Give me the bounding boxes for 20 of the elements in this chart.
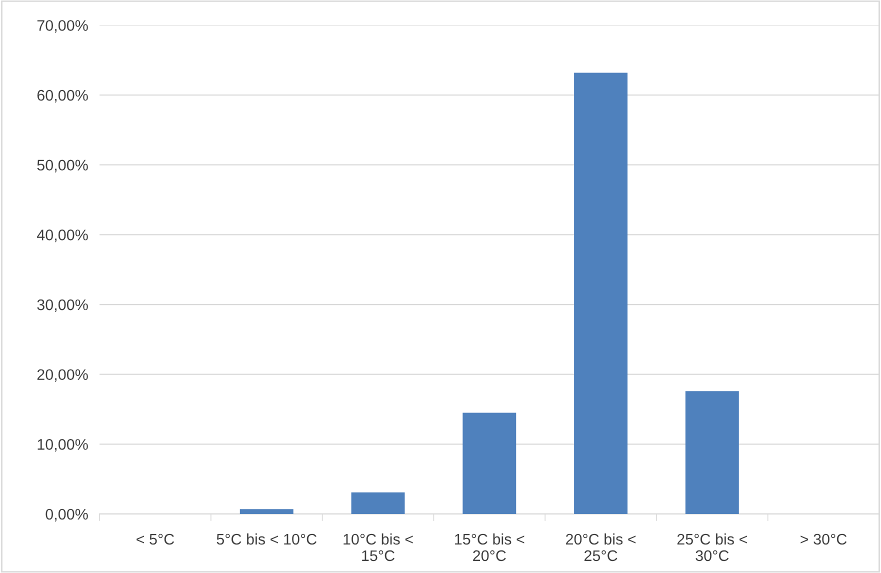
y-tick-label: 30,00% (37, 299, 88, 312)
y-tick-label: 50,00% (37, 160, 88, 172)
y-tick-label: 0,00% (46, 508, 88, 522)
x-tick-label: 25°C bis < 30°C (677, 533, 747, 562)
bar (462, 412, 516, 514)
y-tick-label: 20,00% (37, 369, 88, 382)
x-tick-label: 10°C bis < 15°C (344, 533, 413, 562)
y-tick-label: 10,00% (38, 439, 88, 452)
bar (685, 391, 739, 514)
bar (351, 492, 405, 514)
y-tick-label: 40,00% (36, 230, 88, 242)
x-tick-label: < 5°C (136, 534, 174, 545)
y-tick-label: 60,00% (37, 90, 88, 103)
x-tick-label: 15°C bis < 20°C (455, 533, 524, 562)
y-tick-label: 70,00% (37, 20, 88, 33)
bar (240, 509, 294, 514)
x-tick-label: > 30°C (800, 534, 847, 545)
bar (574, 72, 628, 514)
x-tick-label: 20°C bis < 25°C (566, 533, 636, 562)
x-tick-label: 5°C bis < 10°C (216, 533, 317, 545)
